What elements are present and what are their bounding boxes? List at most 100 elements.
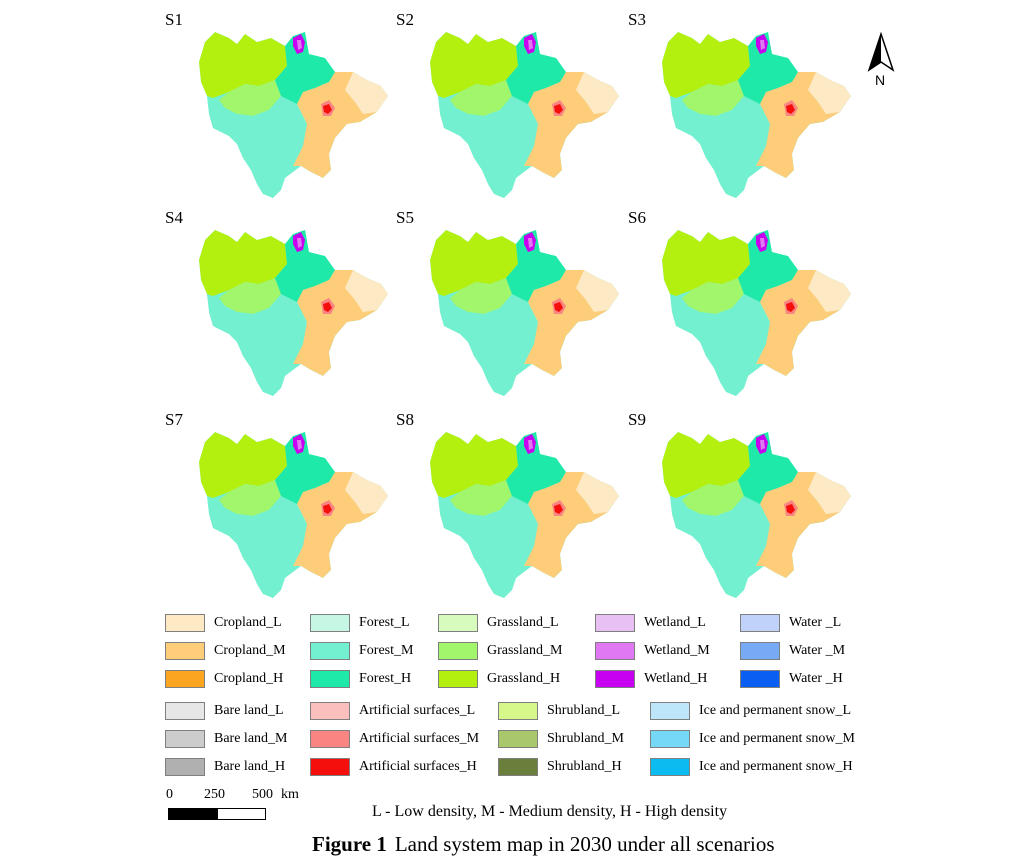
land-region [323, 504, 332, 514]
legend-swatch [740, 642, 780, 660]
scale-tick-500: 500 [252, 787, 273, 802]
legend-label: Shrubland_H [547, 759, 622, 774]
land-region [297, 238, 302, 248]
land-region [760, 238, 765, 248]
scenario-map-panel: S8 [396, 410, 626, 608]
land-region [672, 496, 770, 598]
legend-swatch [310, 670, 350, 688]
land-region [450, 480, 512, 516]
north-arrow-icon [867, 31, 895, 72]
land-region [738, 32, 798, 104]
land-region [345, 270, 388, 312]
legend-label: Water _M [789, 643, 846, 658]
legend-label: Bare land_L [214, 703, 284, 718]
land-region [760, 40, 765, 50]
land-region [808, 72, 851, 114]
land-system-map [199, 32, 388, 198]
land-region [345, 72, 388, 114]
land-region [554, 104, 563, 114]
panel-label: S5 [396, 208, 414, 227]
panel-label: S1 [165, 10, 183, 29]
legend-swatch [498, 702, 538, 720]
legend-swatch [498, 730, 538, 748]
land-region [554, 302, 563, 312]
land-region [440, 496, 538, 598]
land-region [199, 32, 287, 98]
scenario-map-panel: S7 [165, 410, 395, 608]
scale-tick-250: 250 [204, 787, 225, 802]
legend-swatch [595, 642, 635, 660]
legend-label: Forest_M [359, 643, 414, 658]
land-system-map [430, 230, 619, 396]
scenario-map-panel: S3 [628, 10, 858, 208]
legend-label: Artificial surfaces_H [359, 759, 477, 774]
land-region [430, 32, 518, 98]
land-region [209, 294, 307, 396]
land-region [738, 230, 798, 302]
land-region [297, 40, 302, 50]
land-region [506, 32, 566, 104]
legend-label: Water _L [789, 615, 842, 630]
scale-segment-dark [168, 808, 219, 820]
legend-label: Wetland_M [644, 643, 710, 658]
land-region [506, 230, 566, 302]
legend-swatch [165, 730, 205, 748]
legend-swatch [595, 614, 635, 632]
land-region [786, 504, 795, 514]
land-region [576, 270, 619, 312]
land-region [275, 32, 335, 104]
figure-title: Land system map in 2030 under all scenar… [394, 832, 775, 856]
land-region [576, 472, 619, 514]
legend-swatch [650, 730, 690, 748]
land-region [219, 480, 281, 516]
legend-swatch [310, 642, 350, 660]
legend-swatch [438, 614, 478, 632]
land-region [297, 440, 302, 450]
legend-label: Cropland_M [214, 643, 286, 658]
land-region [682, 278, 744, 314]
legend-swatch [310, 730, 350, 748]
land-region [440, 294, 538, 396]
land-region [554, 504, 563, 514]
legend-swatch [740, 614, 780, 632]
land-region [219, 278, 281, 314]
legend-swatch [165, 702, 205, 720]
scenario-map-panel: S9 [628, 410, 858, 608]
land-region [786, 104, 795, 114]
land-region [219, 80, 281, 116]
panel-label: S7 [165, 410, 183, 429]
legend-swatch [438, 670, 478, 688]
legend-label: Water _H [789, 671, 843, 686]
legend-label: Grassland_H [487, 671, 561, 686]
land-region [199, 432, 287, 498]
scale-segment-light [217, 808, 266, 820]
legend-swatch [165, 758, 205, 776]
land-region [209, 496, 307, 598]
north-label: N [875, 72, 886, 88]
land-region [450, 278, 512, 314]
legend-label: Shrubland_L [547, 703, 621, 718]
land-region [760, 440, 765, 450]
legend-label: Ice and permanent snow_H [699, 759, 853, 774]
legend-label: Grassland_L [487, 615, 559, 630]
legend-swatch [310, 702, 350, 720]
legend-label: Artificial surfaces_L [359, 703, 476, 718]
scenario-map-panel: S5 [396, 208, 626, 406]
panel-label: S2 [396, 10, 414, 29]
land-system-map [662, 32, 851, 198]
legend-swatch [650, 702, 690, 720]
scale-unit: km [281, 787, 299, 802]
land-region [672, 294, 770, 396]
legend-label: Bare land_M [214, 731, 288, 746]
land-region [323, 104, 332, 114]
legend-label: Cropland_H [214, 671, 284, 686]
land-region [430, 230, 518, 296]
land-region [808, 472, 851, 514]
land-region [209, 96, 307, 198]
land-system-map [430, 32, 619, 198]
panel-label: S4 [165, 208, 183, 227]
land-system-map [199, 432, 388, 598]
legend-swatch [595, 670, 635, 688]
land-region [662, 230, 750, 296]
land-region [682, 480, 744, 516]
